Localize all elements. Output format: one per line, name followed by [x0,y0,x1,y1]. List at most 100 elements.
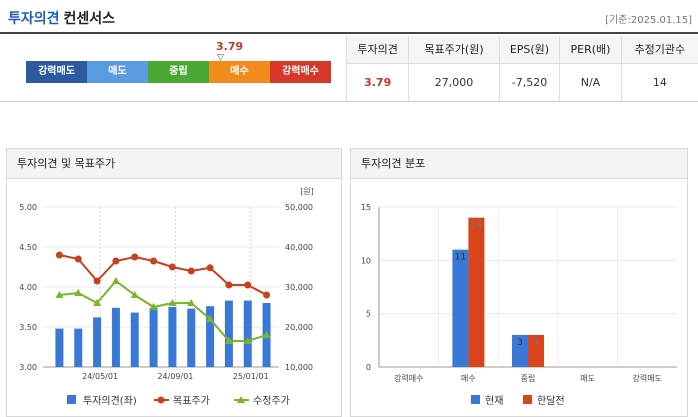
right-chart-title: 투자의견 분포 [351,149,687,179]
opinion-bar [130,312,139,367]
y-left-tick-label: 3.00 [19,363,37,372]
scale-bar: 강력매도 매도 중립 매수 강력매수 [26,61,331,83]
opinion-bar [224,300,233,367]
legend-label: 현재 [485,395,503,407]
title-bar: 투자의견 컨센서스 [기준:2025.01.15] [0,0,698,34]
x-tick-label: 24/09/01 [157,372,193,381]
y-right-tick-label: 50,000 [285,203,313,212]
left-chart-title: 투자의견 및 목표주가 [7,149,341,179]
reference-date: [기준:2025.01.15] [605,15,692,26]
scale-segment: 중립 [148,61,209,83]
opinion-bar [243,300,252,367]
target-price-point [74,255,82,263]
distribution-bar [468,217,485,367]
legend-label: 수정주가 [253,395,290,407]
opinion-bar [168,307,177,367]
data-label: 14 [471,221,483,231]
data-label: 11 [455,253,466,263]
table-header-row: 투자의견 목표주가(원) EPS(원) PER(배) 추정기관수 [345,36,698,64]
adjusted-price-point [262,331,271,338]
table-cell: 3.79 [345,63,409,101]
legend-label: 목표주가 [173,395,210,407]
target-price-point [168,263,176,271]
opinion-bar [149,307,158,367]
opinion-scale: 3.79 ▽ 강력매도 매도 중립 매수 강력매수 [0,36,346,102]
opinion-bar [206,306,215,367]
target-price-point [112,257,120,265]
target-price-point [206,264,214,272]
scale-segment: 매도 [87,61,148,83]
category-label: 매도 [580,374,595,383]
y-right-tick-label: 20,000 [285,323,313,332]
y-tick-label: 5 [366,310,371,319]
opinion-target-price-panel: 투자의견 및 목표주가 [원] 5.00 4.50 4.00 3.50 3.00 50,00… [6,148,342,417]
adjusted-price-line [59,279,267,342]
table-header-cell: 목표주가(원) [408,36,500,64]
target-price-point [93,277,101,285]
table-cell: 14 [620,63,698,101]
target-price-point [55,251,63,259]
adjusted-price-point [243,337,252,344]
adjusted-price-point [187,299,196,306]
legend-swatch [157,396,165,404]
y-left-tick-label: 4.50 [19,243,37,252]
legend-swatch [523,395,532,404]
category-label: 매수 [461,374,476,383]
y-right-tick-label: 10,000 [285,363,313,372]
opinion-bar [111,307,120,367]
opinion-distribution-chart: 15 10 5 0 강력매수 매수 중립 매도 강력매도 11 3 14 3 현재 한달전 [361,203,677,407]
adjusted-price-point [224,337,233,344]
target-price-point [225,281,233,289]
table-cell: N/A [559,63,622,101]
adjusted-price-point [74,289,83,296]
target-price-line [59,254,268,296]
data-label: 3 [533,338,539,348]
page-title: 투자의견 컨센서스 [8,8,115,28]
adjusted-price-point [130,291,139,298]
scale-segment: 강력매수 [270,61,331,83]
table-cell: -7,520 [498,63,560,101]
adjusted-price-point [206,315,215,322]
y-tick-label: 10 [361,256,371,265]
legend-swatch [237,396,245,403]
distribution-bar [452,249,469,367]
opinion-bar [93,317,102,367]
y-left-tick-label: 3.50 [19,323,37,332]
y-right-tick-label: 30,000 [285,283,313,292]
target-price-point [131,253,139,261]
scale-segment: 강력매도 [26,61,87,83]
adjusted-price-point [168,299,177,306]
table-header-cell: EPS(원) [498,36,560,64]
table-header-cell: 투자의견 [345,36,409,64]
opinion-bar [187,308,196,367]
adjusted-price-point [55,291,64,298]
scale-marker-icon: ▽ [217,53,224,63]
legend-label: 한달전 [537,395,565,407]
target-price-point [263,291,271,299]
consensus-table: 투자의견 목표주가(원) EPS(원) PER(배) 추정기관수 3.79 27,000-… [345,36,698,102]
category-label: 중립 [521,374,536,383]
opinion-bar [74,328,83,367]
page-title-sub: 컨센서스 [63,11,116,27]
target-price-point [244,281,252,289]
data-label: 3 [517,338,523,348]
y-tick-label: 15 [361,203,371,212]
target-price-point [150,257,158,265]
y-left-tick-label: 5.00 [19,203,37,212]
scale-segment: 매수 [209,61,270,83]
table-header-cell: PER(배) [559,36,622,64]
distribution-bar [512,335,528,367]
distribution-bar [528,335,544,367]
x-tick-label: 25/01/01 [233,372,269,381]
x-tick-label: 24/05/01 [82,372,118,381]
scale-score: 3.79 [216,40,244,53]
legend-swatch [471,395,480,404]
legend-label: 투자의견(좌) [83,395,137,407]
y-right-tick-label: 40,000 [285,243,313,252]
target-price-point [187,267,195,275]
table-cell: 27,000 [408,63,500,101]
adjusted-price-point [111,277,120,284]
category-label: 강력매도 [632,373,661,383]
adjusted-price-point [93,299,102,306]
y-tick-label: 0 [366,363,371,372]
